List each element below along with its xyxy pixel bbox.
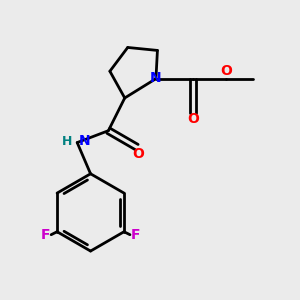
Text: N: N: [150, 71, 162, 85]
Text: N: N: [79, 134, 90, 148]
Text: F: F: [41, 228, 50, 242]
Text: O: O: [220, 64, 232, 78]
Text: O: O: [187, 112, 199, 126]
Text: O: O: [132, 147, 144, 160]
Text: F: F: [130, 228, 140, 242]
Text: H: H: [61, 135, 72, 148]
